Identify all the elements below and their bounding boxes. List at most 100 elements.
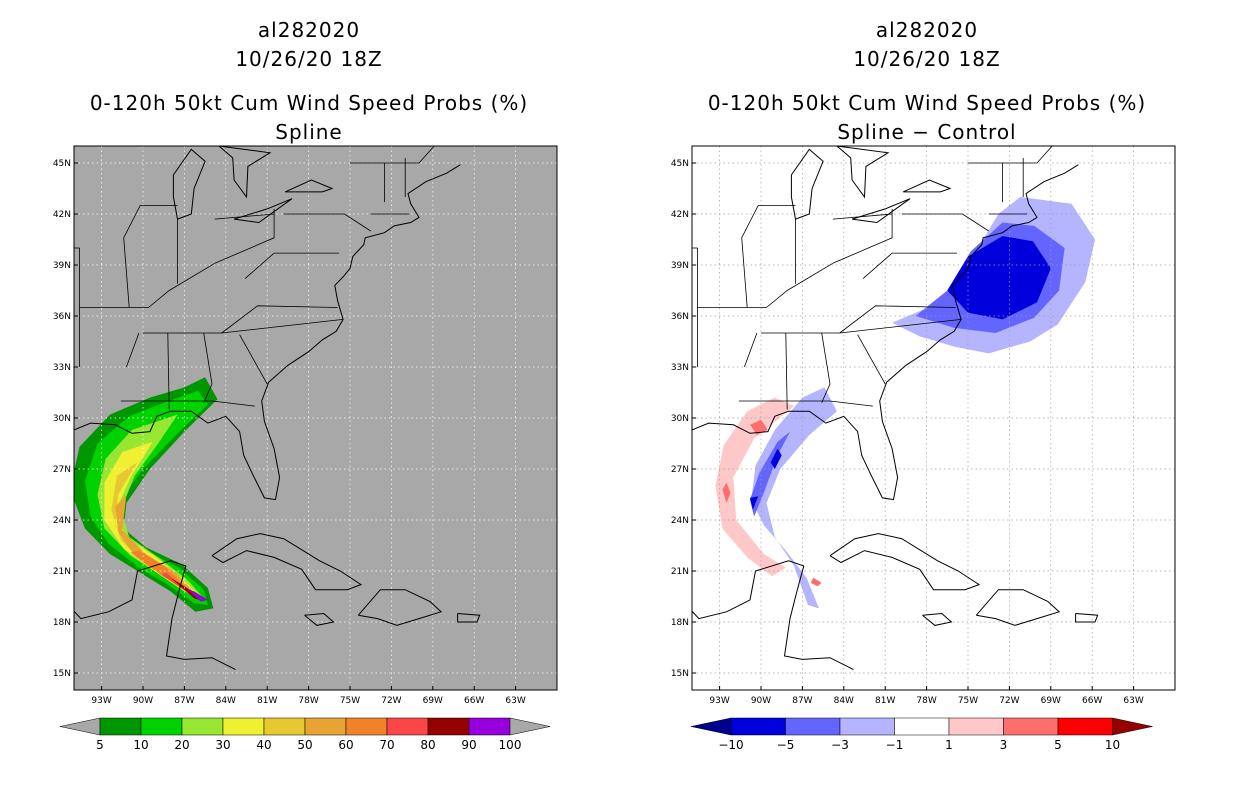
lon-label: 78W (916, 696, 936, 706)
colorbar-swatch (222, 717, 265, 736)
coastline (790, 148, 824, 220)
lat-label: 42N (53, 210, 71, 220)
forecast-datetime: 10/26/20 18Z (853, 47, 1001, 71)
coastline (1075, 613, 1099, 623)
lat-label: 33N (53, 363, 71, 373)
product-title: 0-120h 50kt Cum Wind Speed Probs (%) (707, 91, 1147, 115)
state-border (123, 205, 178, 308)
state-border (167, 332, 170, 410)
lon-label: 72W (999, 696, 1019, 706)
colorbar-swatch (730, 717, 786, 736)
lon-label: 87W (174, 696, 194, 706)
colorbar-swatch (427, 717, 470, 736)
colorbar-swatch (140, 717, 183, 736)
colorbar-label: 20 (174, 738, 189, 752)
coastline (115, 131, 214, 138)
negative-difference-area (750, 496, 759, 510)
coastline (74, 164, 461, 501)
coastline (829, 533, 981, 591)
lat-label: 27N (671, 465, 689, 475)
colorbar-swatch (1057, 717, 1113, 736)
storm-id: al282020 (257, 18, 361, 42)
state-border (785, 332, 788, 410)
colorbar-label: 100 (499, 738, 522, 752)
lon-label: 72W (381, 696, 401, 706)
state-border (901, 213, 989, 232)
lat-label: 42N (671, 210, 689, 220)
colorbar-swatch (468, 717, 511, 736)
lat-label: 30N (671, 414, 689, 424)
state-border (692, 203, 693, 205)
lat-label: 39N (671, 261, 689, 271)
lat-label: 15N (671, 669, 689, 679)
colorbar-swatch (948, 717, 1004, 736)
colorbar-swatch (1003, 717, 1059, 736)
positive-difference-area (750, 419, 768, 435)
lat-label: 24N (53, 516, 71, 526)
lat-label: 33N (671, 363, 689, 373)
colorbar-label: 5 (1054, 738, 1062, 752)
lon-label: 78W (298, 696, 318, 706)
state-border (214, 208, 275, 264)
coastline (233, 198, 293, 224)
map-layer (74, 131, 557, 690)
lon-label: 81W (257, 696, 277, 706)
lon-label: 66W (464, 696, 484, 706)
lat-label: 45N (53, 159, 71, 169)
colorbar-label: 90 (461, 738, 476, 752)
state-border (821, 332, 831, 403)
state-border (244, 252, 339, 279)
state-border (862, 252, 957, 279)
coastline (284, 179, 334, 193)
colorbar-label: 10 (133, 738, 148, 752)
colorbar-swatch (785, 717, 841, 736)
storm-id: al282020 (875, 18, 979, 42)
colorbar-under-arrow (690, 717, 732, 736)
probability-contour (104, 441, 199, 595)
lon-label: 93W (91, 696, 111, 706)
coastline (357, 589, 443, 626)
lon-label: 63W (1123, 696, 1143, 706)
lon-label: 75W (340, 696, 360, 706)
state-border (283, 213, 371, 232)
negative-difference-area (751, 387, 837, 609)
lon-label: 84W (216, 696, 236, 706)
lon-label: 81W (875, 696, 895, 706)
colorbar-label: 3 (1000, 738, 1008, 752)
colorbar-label: −5 (777, 738, 795, 752)
lon-label: 63W (505, 696, 525, 706)
coastline (692, 164, 1079, 501)
colorbar-label: 30 (215, 738, 230, 752)
coastline (692, 560, 854, 671)
negative-difference-area (770, 448, 782, 469)
coastline (74, 560, 236, 671)
negative-difference-area (947, 236, 1051, 320)
product-title: 0-120h 50kt Cum Wind Speed Probs (%) (89, 91, 529, 115)
coastline (304, 612, 335, 626)
colorbar-over-arrow (1112, 717, 1153, 736)
state-border (857, 334, 886, 385)
colorbar-swatch (263, 717, 306, 736)
colorbar-label: 70 (379, 738, 394, 752)
lon-label: 93W (709, 696, 729, 706)
forecast-datetime: 10/26/20 18Z (235, 47, 383, 71)
colorbar-label: −1 (886, 738, 904, 752)
colorbar-label: 80 (420, 738, 435, 752)
colorbar-label: −3 (831, 738, 849, 752)
coastline (218, 146, 272, 199)
state-border (148, 262, 216, 308)
spline-panel: al282020 10/26/20 18Z 0-120h 50kt Cum Wi… (53, 18, 558, 752)
lat-label: 24N (671, 516, 689, 526)
probability-contour (115, 494, 195, 594)
lat-label: 27N (53, 465, 71, 475)
colorbar-label: 50 (297, 738, 312, 752)
lat-label: 21N (671, 567, 689, 577)
colorbar-under-arrow (59, 717, 101, 736)
state-border (203, 332, 213, 403)
probability-contour (185, 588, 208, 602)
lat-label: 21N (53, 567, 71, 577)
panel-subtitle: Spline (275, 120, 343, 144)
colorbar-label: 40 (256, 738, 271, 752)
coastline (975, 589, 1061, 626)
map-layer (692, 146, 1175, 690)
